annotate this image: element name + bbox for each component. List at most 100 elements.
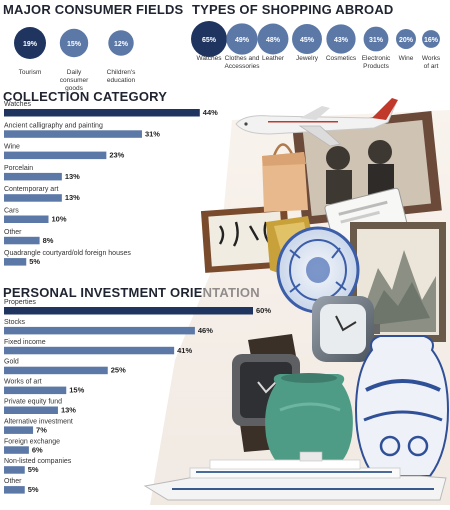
bar-value-label: 23% xyxy=(109,151,124,160)
bar-category-label: Non-listed companies xyxy=(4,458,72,465)
bubble xyxy=(422,30,440,48)
bubble xyxy=(363,26,389,52)
bar-value-label: 6% xyxy=(32,445,43,454)
bubble-category-label: Accessories xyxy=(224,63,260,70)
bar-value-label: 13% xyxy=(65,193,80,202)
bubble-value-label: 31% xyxy=(369,37,384,44)
bar-value-label: 41% xyxy=(177,346,192,355)
bar-value-label: 5% xyxy=(29,257,40,266)
bubble-category-label: Leather xyxy=(262,55,285,62)
bar-value-label: 5% xyxy=(28,485,39,494)
bar-value-label: 44% xyxy=(203,108,218,117)
bubble xyxy=(14,27,46,59)
bar xyxy=(4,172,62,181)
shopping-bag-image xyxy=(262,143,308,212)
blue-white-vase-image xyxy=(354,335,450,477)
bar-category-label: Quadrangle courtyard/old foreign houses xyxy=(4,250,131,257)
bar-category-label: Ancient calligraphy and painting xyxy=(4,122,103,129)
bubble xyxy=(226,23,258,55)
bar-category-label: Foreign exchange xyxy=(4,438,60,445)
bar-value-label: 13% xyxy=(61,406,76,415)
bar-category-label: Gold xyxy=(4,359,19,366)
bubble-category-label: education xyxy=(107,77,136,84)
bar xyxy=(4,346,175,355)
bar-value-label: 5% xyxy=(28,465,39,474)
bar-category-label: Other xyxy=(4,229,22,236)
bar-value-label: 15% xyxy=(69,386,84,395)
bar xyxy=(4,194,62,202)
bar xyxy=(4,109,200,117)
bar-value-label: 60% xyxy=(256,306,271,315)
bar-category-label: Porcelain xyxy=(4,165,33,172)
bar-category-label: Private equity fund xyxy=(4,399,62,406)
bar-value-label: 8% xyxy=(43,236,54,245)
bubble-value-label: 45% xyxy=(300,37,315,44)
consumer-fields-title: MAJOR CONSUMER FIELDS xyxy=(3,2,184,17)
bar-category-label: Properties xyxy=(4,299,36,306)
bar-category-label: Works of art xyxy=(4,379,42,386)
collection-category-title: COLLECTION CATEGORY xyxy=(3,89,168,104)
bar xyxy=(4,236,40,245)
cruise-ship-image xyxy=(143,451,447,501)
bar xyxy=(4,258,27,266)
bubble-category-label: Products xyxy=(363,63,389,70)
bubble-value-label: 48% xyxy=(266,37,281,44)
bubble-category-label: Works xyxy=(422,55,441,62)
bar xyxy=(4,426,34,434)
bubble-category-label: Tourism xyxy=(19,69,42,76)
bar-value-label: 10% xyxy=(52,215,67,224)
bubble-category-label: Wine xyxy=(399,55,414,62)
bubble-category-label: Children's xyxy=(107,69,136,76)
bar-value-label: 31% xyxy=(145,129,160,138)
bar xyxy=(4,366,108,375)
bubble xyxy=(292,24,322,54)
bar-category-label: Wine xyxy=(4,144,20,151)
wristwatch-image xyxy=(312,296,380,362)
bubble-value-label: 43% xyxy=(334,37,349,44)
bubble-value-label: 49% xyxy=(235,37,250,44)
bar-category-label: Cars xyxy=(4,208,19,215)
bar-category-label: Watches xyxy=(4,101,31,108)
bar xyxy=(4,130,142,138)
bar-category-label: Other xyxy=(4,478,22,485)
bubble-category-label: of art xyxy=(424,63,439,70)
bubble-value-label: 20% xyxy=(399,37,414,44)
bubble-value-label: 65% xyxy=(202,37,217,44)
bubble-category-label: Cosmetics xyxy=(326,55,357,62)
bar-value-label: 7% xyxy=(36,425,47,434)
bubble-value-label: 16% xyxy=(424,37,439,44)
painting-image xyxy=(350,222,446,342)
investment-orientation-title: PERSONAL INVESTMENT ORIENTATION xyxy=(3,285,260,300)
bar xyxy=(4,215,49,223)
bubble xyxy=(396,29,416,49)
bar xyxy=(4,406,58,414)
shopping-abroad-title: TYPES OF SHOPPING ABROAD xyxy=(192,2,394,17)
bar-value-label: 25% xyxy=(111,366,126,375)
bar-category-label: Fixed income xyxy=(4,339,46,346)
bar xyxy=(4,326,195,335)
bar-category-label: Contemporary art xyxy=(4,186,59,193)
bubble-category-label: goods xyxy=(65,85,83,92)
bubble-category-label: Jewelry xyxy=(296,55,319,62)
bar xyxy=(4,446,29,454)
bar xyxy=(4,466,25,474)
bubble xyxy=(59,28,89,58)
bar xyxy=(4,386,67,395)
bubble xyxy=(191,21,227,57)
bubble-category-label: Clothes and xyxy=(225,55,260,62)
airplane-image xyxy=(235,98,398,147)
bubble-category-label: Watches xyxy=(196,55,222,62)
bubble-value-label: 12% xyxy=(114,41,129,48)
bubble xyxy=(257,23,289,55)
bar-value-label: 13% xyxy=(65,172,80,181)
bar xyxy=(4,486,25,494)
bubble xyxy=(326,24,356,54)
bubble-value-label: 15% xyxy=(67,41,82,48)
bar-value-label: 46% xyxy=(198,326,213,335)
bubble-value-label: 19% xyxy=(23,41,38,48)
bubble-category-label: Electronic xyxy=(362,55,391,62)
bubble-category-label: Daily xyxy=(67,69,82,76)
